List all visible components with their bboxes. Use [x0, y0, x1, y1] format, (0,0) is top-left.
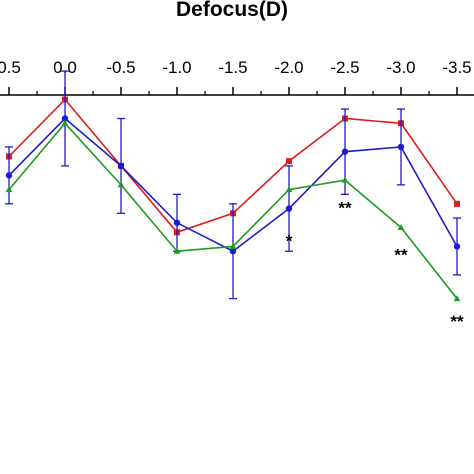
data-point — [341, 148, 349, 155]
data-point — [286, 158, 292, 165]
data-point — [5, 186, 13, 193]
x-tick-label: 0.0 — [53, 58, 77, 77]
significance-marker: ** — [394, 246, 408, 265]
x-tick-label: -2.5 — [330, 58, 359, 77]
data-point — [229, 248, 237, 255]
data-point — [117, 181, 125, 188]
data-point — [453, 243, 461, 250]
series-1 — [5, 70, 461, 300]
x-tick-label: -3.5 — [442, 58, 471, 77]
significance-marker: ** — [450, 312, 464, 331]
data-point — [341, 176, 349, 183]
data-point — [5, 172, 13, 179]
data-point — [173, 219, 181, 226]
annotation-layer: ******* — [286, 198, 464, 331]
x-axis: 0.5 0.0 -0.5 -1.0 -1.5 -2.0 -2.5 -3.0 -3.5 — [0, 58, 474, 96]
data-point — [61, 115, 69, 122]
significance-marker: ** — [338, 198, 352, 217]
series-layer — [5, 70, 461, 302]
x-tick-label: -0.5 — [106, 58, 135, 77]
data-point — [397, 224, 405, 231]
data-point — [397, 143, 405, 151]
data-point — [117, 162, 125, 170]
x-tick-label: -1.0 — [162, 58, 191, 77]
data-point — [285, 205, 293, 212]
x-tick-label: -3.0 — [386, 58, 415, 77]
data-point — [229, 242, 237, 249]
x-tick-label: -1.5 — [218, 58, 247, 77]
series-2 — [5, 119, 461, 302]
x-axis-title: Defocus(D) — [176, 0, 288, 21]
x-tick-label: 0.5 — [0, 58, 21, 77]
data-point — [285, 186, 293, 193]
significance-marker: * — [286, 231, 293, 250]
data-point — [454, 200, 460, 207]
data-point — [453, 295, 461, 302]
x-tick-label: -2.0 — [274, 58, 303, 77]
data-point — [173, 247, 181, 254]
data-point — [61, 119, 69, 126]
